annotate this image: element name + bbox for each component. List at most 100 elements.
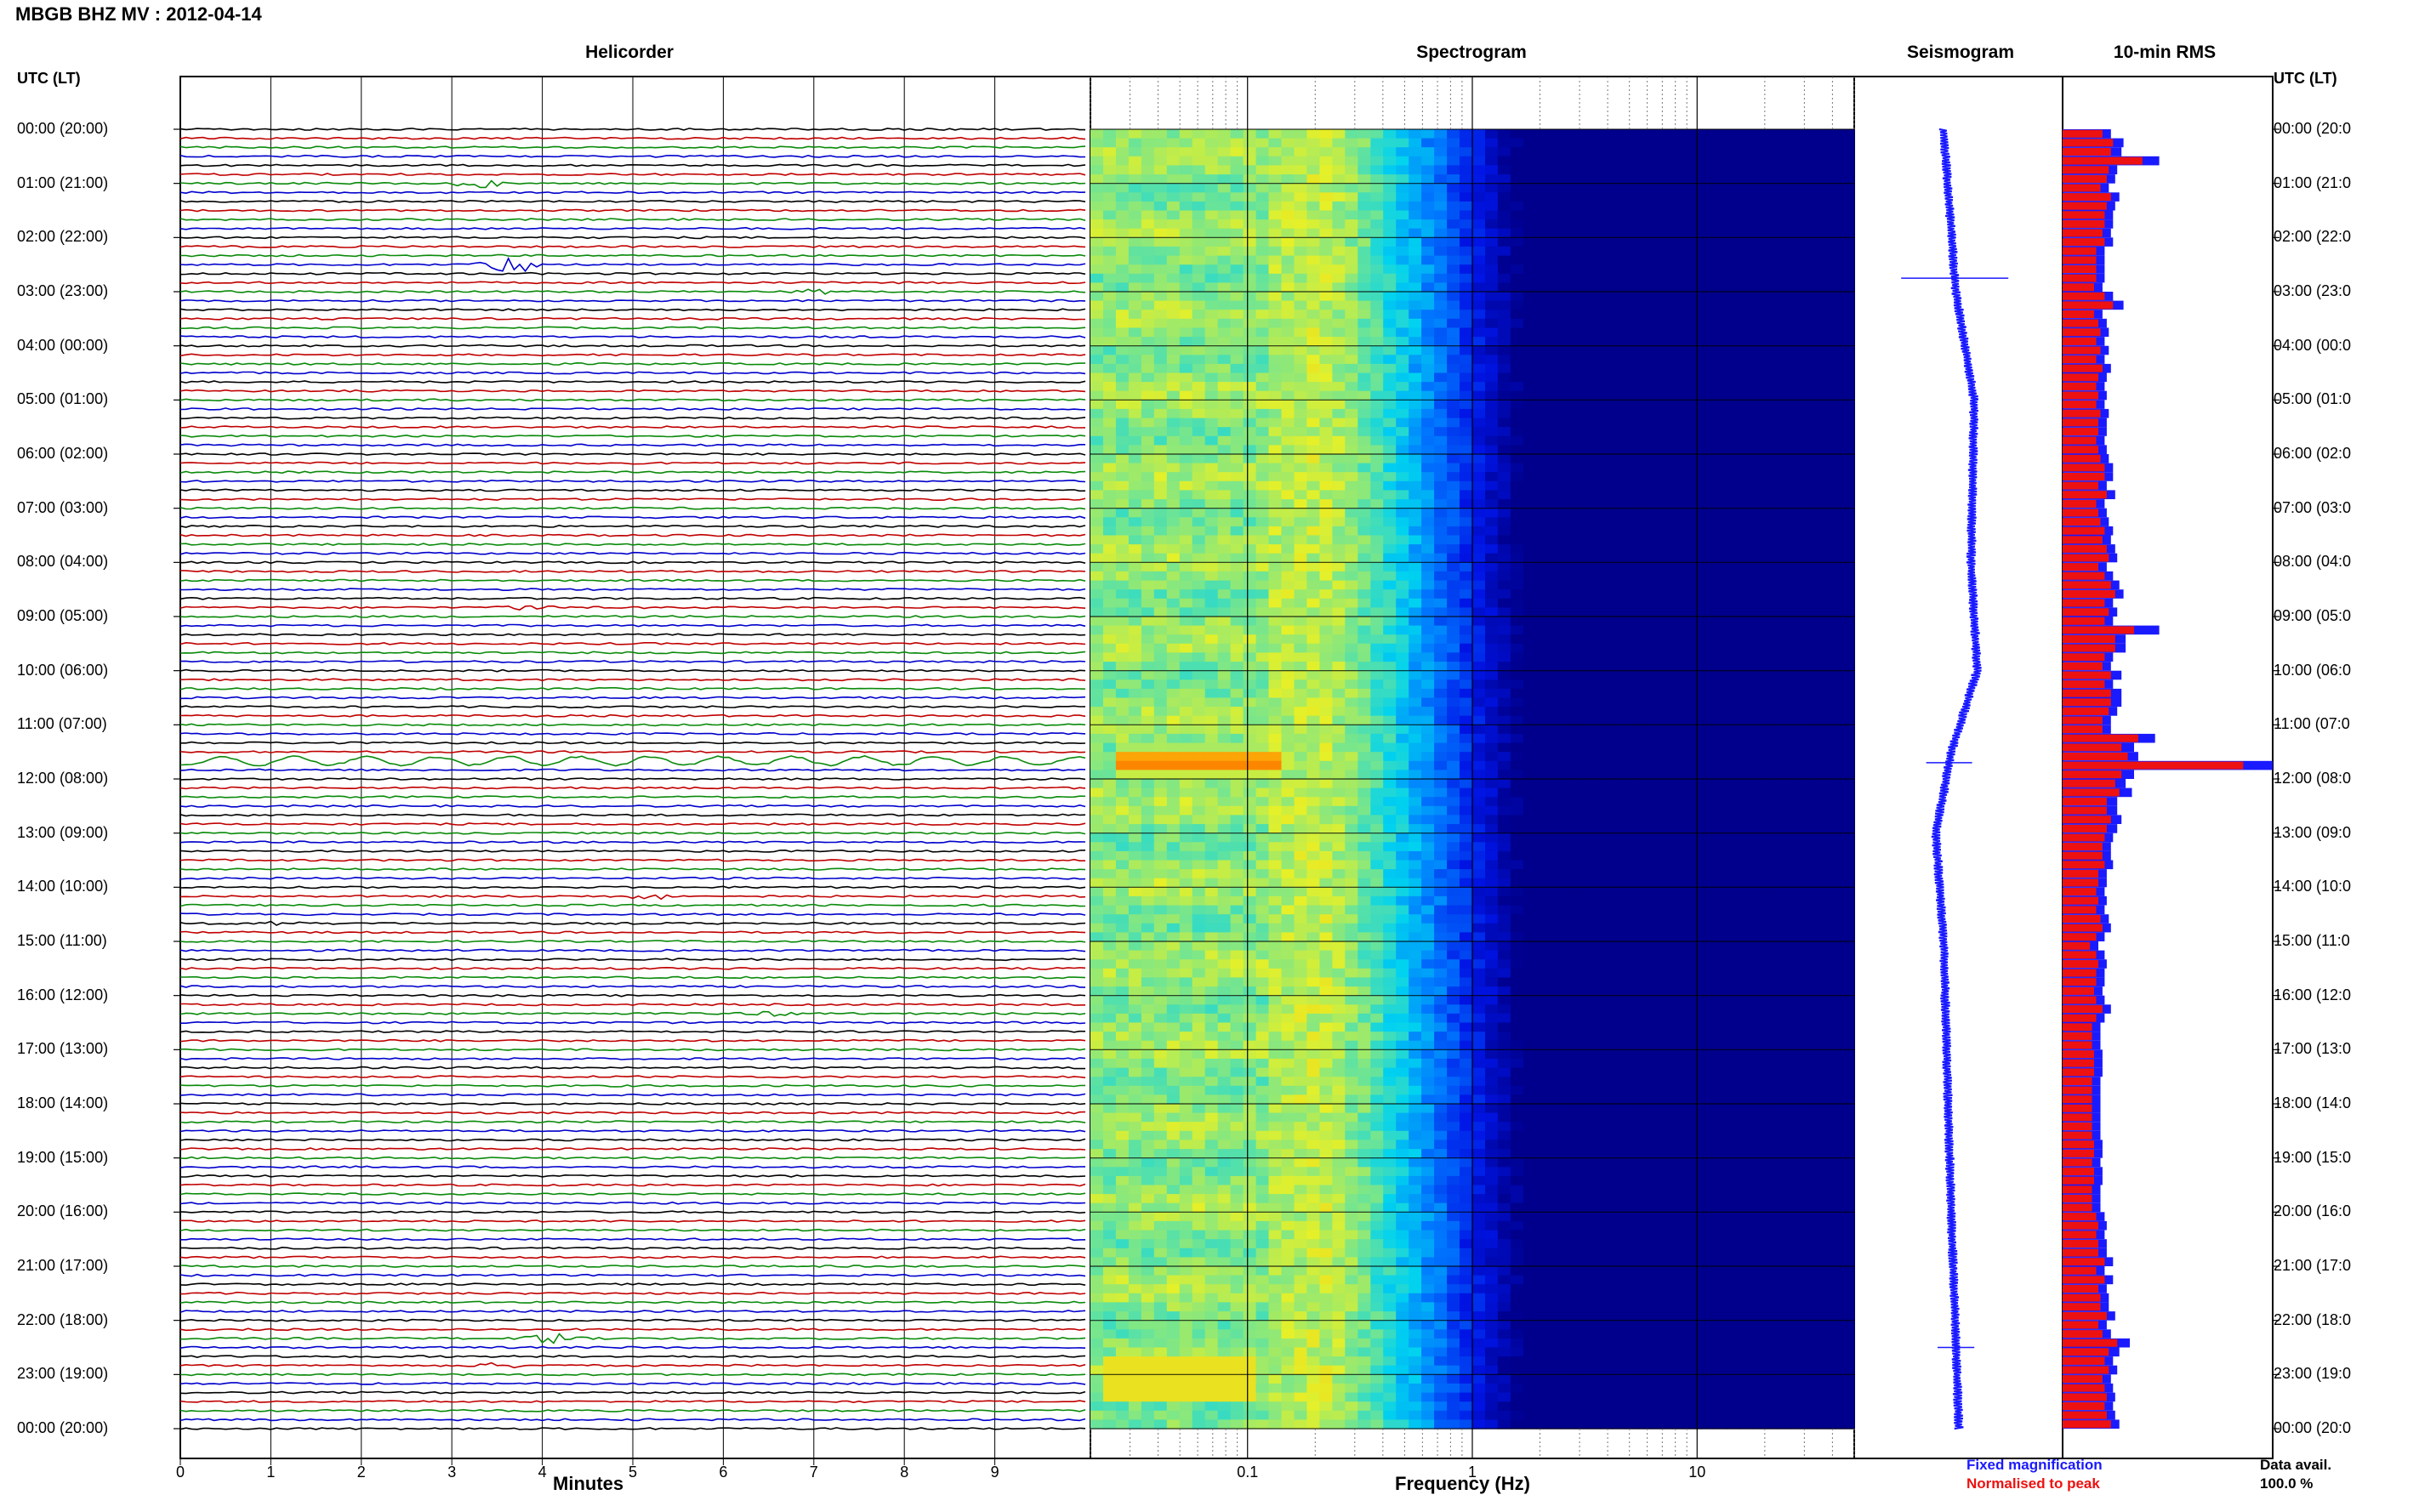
spectrogram-cell bbox=[1090, 183, 1104, 193]
spectrogram-cell bbox=[1472, 760, 1486, 770]
spectrogram-cell bbox=[1409, 292, 1422, 302]
spectrogram-cell bbox=[1332, 390, 1346, 401]
spectrogram-cell bbox=[1650, 318, 1665, 328]
spectrogram-cell bbox=[1268, 697, 1283, 708]
spectrogram-cell bbox=[1294, 770, 1308, 780]
spectrogram-cell bbox=[1523, 779, 1537, 789]
spectrogram-cell bbox=[1141, 363, 1155, 374]
spectrogram-cell bbox=[1701, 327, 1715, 338]
spectrogram-cell bbox=[1141, 174, 1155, 185]
spectrogram-cell bbox=[1153, 210, 1168, 220]
spectrogram-cell bbox=[1612, 499, 1626, 509]
spectrogram-cell bbox=[1434, 129, 1448, 139]
spectrogram-cell bbox=[1230, 697, 1244, 708]
spectrogram-cell bbox=[1574, 833, 1588, 843]
spectrogram-cell bbox=[1103, 264, 1117, 275]
spectrogram-cell bbox=[1599, 850, 1614, 861]
spectrogram-cell bbox=[1510, 589, 1524, 600]
spectrogram-cell bbox=[1778, 363, 1791, 374]
spectrogram-cell bbox=[1523, 842, 1537, 852]
spectrogram-cell bbox=[1421, 264, 1435, 275]
spectrogram-cell bbox=[1115, 707, 1130, 717]
spectrogram-cell bbox=[1816, 255, 1830, 265]
spectrogram-cell bbox=[1816, 607, 1830, 617]
spectrogram-cell bbox=[1535, 562, 1550, 572]
spectrogram-cell bbox=[1586, 454, 1601, 464]
spectrogram-cell bbox=[1268, 652, 1283, 662]
spectrogram-cell bbox=[1778, 643, 1791, 653]
spectrogram-cell bbox=[1345, 787, 1358, 798]
spectrogram-cell bbox=[1179, 544, 1193, 554]
spectrogram-cell bbox=[1166, 779, 1181, 789]
spectrogram-cell bbox=[1701, 733, 1715, 744]
spectrogram-cell bbox=[1153, 643, 1168, 653]
spectrogram-cell bbox=[1650, 805, 1665, 816]
spectrogram-cell bbox=[1281, 707, 1295, 717]
spectrogram-cell bbox=[1752, 435, 1766, 446]
spectrogram-cell bbox=[1370, 544, 1384, 554]
spectrogram-cell bbox=[1739, 850, 1753, 861]
spectrogram-cell bbox=[1765, 463, 1779, 473]
spectrogram-cell bbox=[1739, 363, 1753, 374]
spectrogram-cell bbox=[1357, 255, 1371, 265]
spectrogram-cell bbox=[1586, 490, 1601, 500]
spectrogram-cell bbox=[1357, 418, 1371, 428]
spectrogram-cell bbox=[1510, 607, 1524, 617]
spectrogram-cell bbox=[1739, 400, 1753, 410]
spectrogram-cell bbox=[1765, 833, 1779, 843]
spectrogram-cell bbox=[1306, 435, 1320, 446]
spectrogram-cell bbox=[1663, 147, 1677, 157]
spectrogram-cell bbox=[1625, 310, 1639, 320]
spectrogram-cell bbox=[1676, 697, 1690, 708]
spectrogram-cell bbox=[1574, 363, 1588, 374]
spectrogram-cell bbox=[1357, 860, 1371, 870]
spectrogram-cell bbox=[1701, 697, 1715, 708]
spectrogram-cell bbox=[1396, 156, 1409, 166]
spectrogram-cell bbox=[1510, 318, 1524, 328]
spectrogram-cell bbox=[1841, 625, 1855, 635]
spectrogram-cell bbox=[1497, 174, 1511, 185]
spectrogram-cell bbox=[1332, 725, 1346, 735]
spectrogram-cell bbox=[1816, 445, 1830, 455]
time-label-right: 18:00 (14:0 bbox=[2274, 1094, 2352, 1111]
spectrogram-cell bbox=[1319, 787, 1333, 798]
spectrogram-cell bbox=[1497, 679, 1511, 690]
spectrogram-cell bbox=[1663, 815, 1677, 825]
spectrogram-cell bbox=[1548, 472, 1562, 482]
spectrogram-cell bbox=[1790, 535, 1804, 545]
spectrogram-cell bbox=[1447, 435, 1460, 446]
spectrogram-cell bbox=[1306, 715, 1320, 725]
spectrogram-cell bbox=[1485, 165, 1499, 175]
spectrogram-cell bbox=[1561, 264, 1575, 275]
spectrogram-cell bbox=[1701, 310, 1715, 320]
spectrogram-cell bbox=[1829, 652, 1842, 662]
spectrogram-cell bbox=[1612, 147, 1626, 157]
spectrogram-cell bbox=[1650, 165, 1665, 175]
spectrogram-cell bbox=[1192, 787, 1206, 798]
spectrogram-cell bbox=[1383, 445, 1397, 455]
spectrogram-cell bbox=[1255, 237, 1270, 247]
spectrogram-cell bbox=[1561, 562, 1575, 572]
spectrogram-cell bbox=[1765, 472, 1779, 482]
spectrogram-cell bbox=[1612, 553, 1626, 563]
spectrogram-cell bbox=[1790, 688, 1804, 699]
spectrogram-cell bbox=[1535, 300, 1550, 310]
spectrogram-cell bbox=[1548, 165, 1562, 175]
spectrogram-cell bbox=[1153, 264, 1168, 275]
spectrogram-cell bbox=[1460, 156, 1473, 166]
spectrogram-cell bbox=[1816, 490, 1830, 500]
spectrogram-cell bbox=[1778, 237, 1791, 247]
spectrogram-cell bbox=[1166, 625, 1181, 635]
spectrogram-cell bbox=[1688, 327, 1702, 338]
spectrogram-cell bbox=[1727, 805, 1740, 816]
spectrogram-cell bbox=[1472, 138, 1486, 148]
spectrogram-cell bbox=[1268, 400, 1283, 410]
spectrogram-cell bbox=[1625, 652, 1639, 662]
spectrogram-cell bbox=[1727, 147, 1740, 157]
spectrogram-cell bbox=[1332, 255, 1346, 265]
spectrogram-cell bbox=[1688, 318, 1702, 328]
spectrogram-cell bbox=[1765, 850, 1779, 861]
spectrogram-cell bbox=[1306, 156, 1320, 166]
spectrogram-cell bbox=[1752, 273, 1766, 283]
spectrogram-cell bbox=[1548, 571, 1562, 582]
